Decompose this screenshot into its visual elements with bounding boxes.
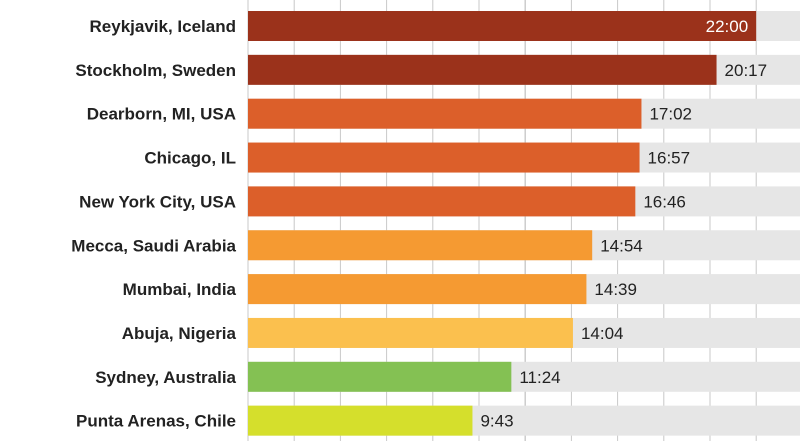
bar: [248, 142, 640, 173]
bar: [248, 317, 573, 348]
value-label: 14:04: [581, 324, 624, 343]
bar: [248, 405, 473, 436]
category-label: Dearborn, MI, USA: [87, 105, 236, 124]
category-label: Chicago, IL: [144, 149, 236, 168]
bar: [248, 361, 512, 392]
bar: [248, 230, 593, 261]
value-label: 16:46: [643, 192, 686, 211]
bars: [248, 11, 757, 436]
value-label: 14:39: [594, 280, 637, 299]
bar: [248, 274, 587, 305]
category-label: Punta Arenas, Chile: [76, 412, 236, 431]
category-labels: Reykjavik, Iceland Stockholm, Sweden Dearb…: [71, 17, 236, 431]
bar: [248, 186, 636, 217]
bar: [248, 11, 757, 41]
value-label: 9:43: [480, 412, 513, 431]
category-label: New York City, USA: [79, 192, 236, 211]
category-label: Stockholm, Sweden: [75, 61, 236, 80]
bar: [248, 98, 642, 129]
category-label: Abuja, Nigeria: [122, 324, 237, 343]
value-label: 17:02: [649, 105, 692, 124]
value-label: 16:57: [648, 149, 691, 168]
value-labels: 22:00 20:17 17:02 16:57 16:46 14:54 14:39 14:04…: [480, 17, 767, 431]
category-label: Reykjavik, Iceland: [90, 17, 236, 36]
category-label: Sydney, Australia: [95, 368, 236, 387]
category-label: Mecca, Saudi Arabia: [71, 236, 236, 255]
category-label: Mumbai, India: [123, 280, 237, 299]
bar: [248, 54, 717, 85]
value-label: 14:54: [600, 236, 643, 255]
value-label: 11:24: [519, 368, 560, 387]
value-label: 22:00: [706, 17, 749, 36]
value-label: 20:17: [725, 61, 768, 80]
